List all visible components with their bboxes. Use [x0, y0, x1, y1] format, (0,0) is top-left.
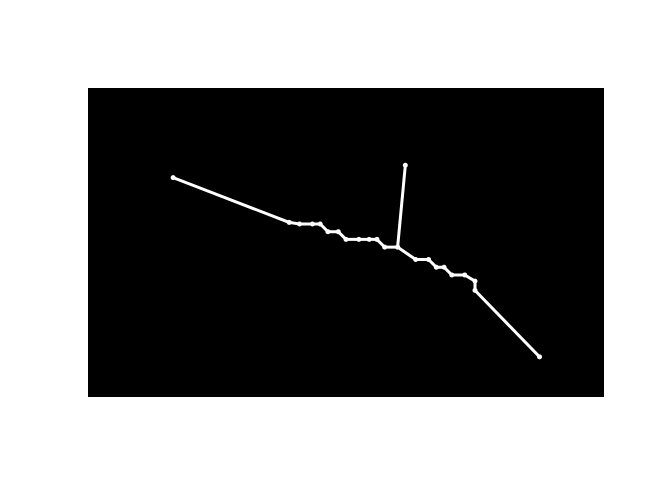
data-point — [309, 221, 315, 227]
data-point — [382, 244, 388, 250]
series-layer — [170, 162, 542, 360]
data-point — [335, 229, 341, 235]
data-point — [402, 162, 408, 168]
data-point — [395, 244, 401, 250]
data-point — [317, 221, 323, 227]
data-point — [366, 236, 372, 242]
data-point — [413, 257, 419, 262]
data-point — [537, 354, 542, 360]
data-point — [374, 236, 380, 242]
data-point — [441, 264, 447, 270]
plot-area — [88, 88, 604, 397]
data-point — [343, 236, 349, 242]
data-point — [325, 229, 331, 235]
data-point — [472, 287, 478, 293]
data-point — [433, 264, 439, 270]
data-point — [472, 278, 478, 284]
data-point — [170, 175, 176, 181]
data-point — [297, 221, 303, 227]
data-point — [286, 219, 292, 225]
data-point — [449, 272, 455, 278]
data-point — [462, 272, 468, 278]
data-point — [356, 236, 362, 242]
data-point — [426, 257, 432, 262]
